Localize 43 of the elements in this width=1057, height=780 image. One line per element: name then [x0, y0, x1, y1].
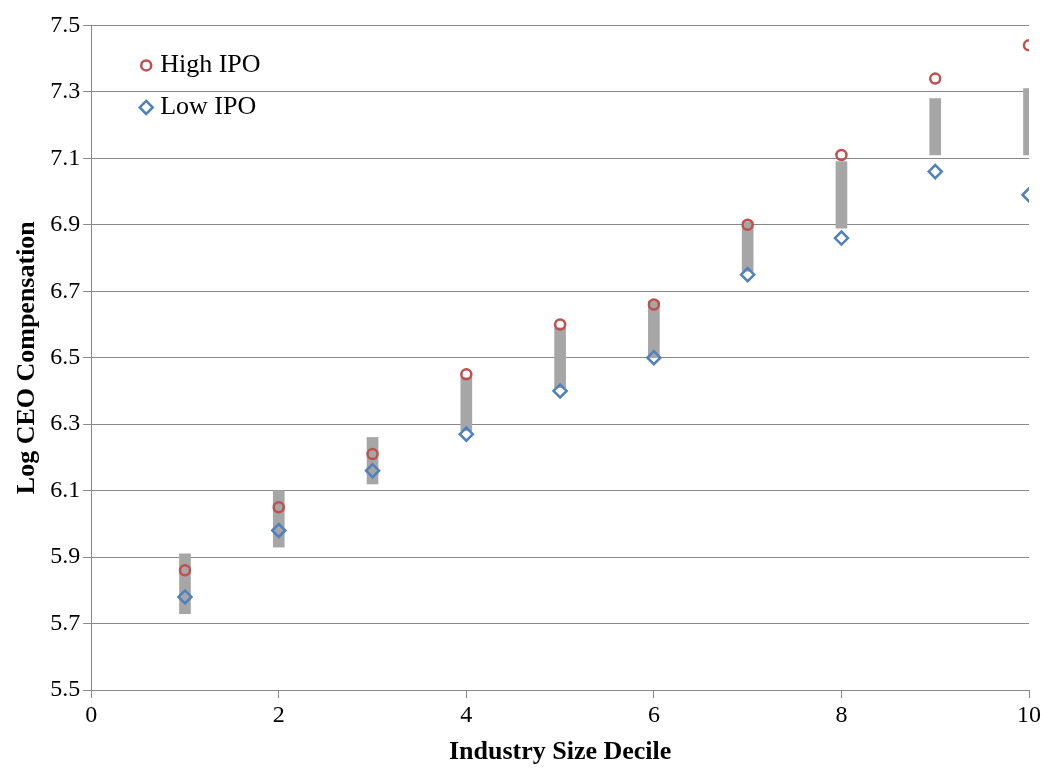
y-tick-label: 5.7	[50, 608, 81, 635]
point	[833, 230, 850, 246]
point	[928, 72, 942, 85]
point	[272, 500, 286, 514]
point	[553, 318, 567, 331]
y-tick-label: 7.1	[50, 143, 81, 170]
y-tick-label: 5.5	[50, 675, 81, 702]
x-axis-title: Industry Size Decile	[448, 736, 672, 766]
point	[458, 426, 475, 442]
x-tick-label: 10	[1017, 700, 1041, 727]
x-tick-label: 6	[647, 700, 660, 727]
y-axis-title: Log CEO Compensation	[11, 220, 41, 495]
legend-label: Low IPO	[160, 91, 257, 121]
point	[178, 564, 192, 577]
y-tick-label: 6.5	[50, 343, 81, 369]
legend-label: High IPO	[160, 49, 261, 79]
y-tick-label: 7.3	[50, 77, 81, 104]
x-tick-label: 0	[85, 700, 98, 727]
bar	[554, 327, 566, 388]
point	[366, 447, 379, 461]
point	[177, 589, 193, 605]
point	[835, 148, 848, 162]
point	[647, 298, 661, 311]
point	[927, 163, 943, 180]
point	[460, 368, 473, 381]
bar	[835, 161, 848, 229]
y-tick-label: 6.3	[50, 409, 81, 436]
y-tick-label: 5.9	[50, 542, 81, 569]
point	[364, 462, 381, 479]
y-tick-label: 6.9	[50, 210, 81, 237]
point	[741, 218, 754, 232]
point	[646, 349, 662, 366]
y-tick-label: 6.7	[50, 276, 81, 303]
bar	[460, 377, 473, 432]
point	[552, 383, 568, 399]
point	[739, 266, 756, 283]
point	[271, 522, 287, 539]
x-tick-label: 4	[460, 700, 473, 727]
y-tick-label: 6.1	[50, 475, 81, 502]
y-tick-label: 7.5	[50, 10, 81, 37]
x-tick-label: 8	[835, 700, 848, 727]
x-tick-label: 2	[272, 700, 285, 727]
bar	[929, 98, 942, 156]
